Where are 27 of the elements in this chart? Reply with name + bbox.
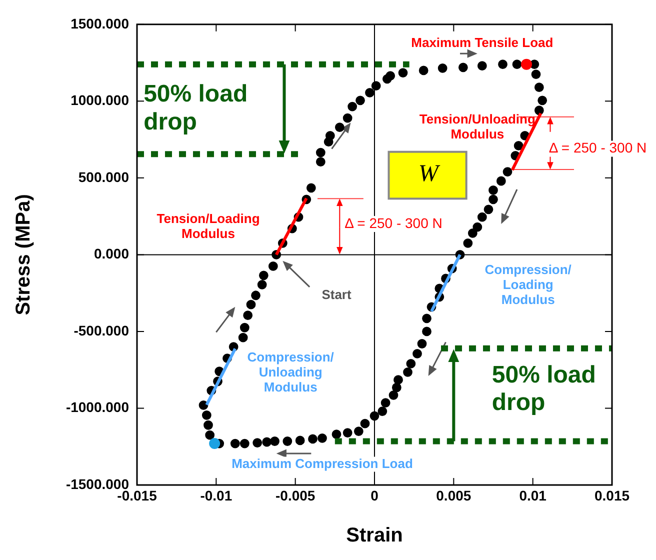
annotation: Tension/Unloading Modulus: [419, 111, 536, 142]
y-tick-label: 500.000: [78, 168, 130, 185]
y-tick-label: -1500.000: [66, 476, 130, 492]
annotation: 50% load drop: [144, 80, 248, 136]
y-tick-label: -1000.000: [66, 399, 130, 416]
x-axis-title: Strain: [346, 524, 403, 547]
annotation: Maximum Compression Load: [232, 456, 413, 471]
y-axis-title: Stress (MPa): [12, 194, 35, 316]
x-tick-label: 0: [370, 487, 379, 504]
y-tick-label: 1500.000: [70, 15, 130, 32]
x-tick-label: 0.015: [594, 487, 630, 504]
annotation: 50% load drop: [492, 362, 596, 416]
x-tick-label: 0.01: [519, 487, 547, 504]
annotation: Tension/Loading Modulus: [156, 211, 260, 242]
y-tick-label: 0.000: [94, 246, 130, 262]
annotation: Δ = 250 - 300 N: [548, 140, 647, 156]
x-tick-label: 0.005: [436, 487, 472, 504]
annotation: Compression/ Unloading Modulus: [247, 350, 334, 394]
annotation: Start: [322, 286, 352, 302]
annotation: Compression/ Loading Modulus: [484, 262, 572, 307]
x-tick-label: -0.01: [200, 487, 232, 504]
annotation: Δ = 250 - 300 N: [344, 214, 442, 231]
x-tick-label: -0.005: [275, 487, 316, 504]
annotation: Maximum Tensile Load: [411, 35, 554, 50]
y-tick-label: 1000.000: [70, 92, 130, 108]
y-tick-label: -500.000: [74, 322, 130, 338]
annotation: W: [418, 161, 440, 188]
